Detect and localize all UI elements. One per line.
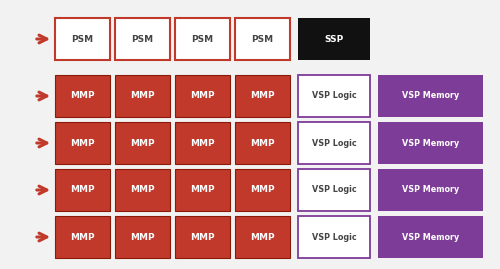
Text: PSM: PSM	[252, 34, 274, 44]
Bar	[235, 75, 290, 117]
Text: MMP: MMP	[190, 139, 215, 147]
Bar	[378, 75, 483, 117]
Text: VSP Logic: VSP Logic	[312, 139, 356, 147]
Bar	[175, 75, 230, 117]
Bar	[115, 122, 170, 164]
Bar	[55, 18, 110, 60]
Text: MMP: MMP	[130, 232, 155, 242]
Text: MMP: MMP	[250, 91, 275, 101]
Bar	[298, 169, 370, 211]
Bar	[298, 75, 370, 117]
Bar	[55, 216, 110, 258]
Text: VSP Memory: VSP Memory	[402, 139, 459, 147]
Text: MMP: MMP	[70, 232, 95, 242]
Bar	[235, 216, 290, 258]
Text: VSP Logic: VSP Logic	[312, 91, 356, 101]
Bar	[175, 122, 230, 164]
Text: VSP Memory: VSP Memory	[402, 91, 459, 101]
Text: VSP Memory: VSP Memory	[402, 232, 459, 242]
Bar	[175, 18, 230, 60]
Text: MMP: MMP	[250, 186, 275, 194]
Bar	[115, 169, 170, 211]
Bar	[298, 18, 370, 60]
Text: VSP Memory: VSP Memory	[402, 186, 459, 194]
Text: PSM: PSM	[132, 34, 154, 44]
Bar	[378, 216, 483, 258]
Text: MMP: MMP	[190, 91, 215, 101]
Bar	[235, 169, 290, 211]
Bar	[115, 18, 170, 60]
Text: MMP: MMP	[130, 186, 155, 194]
Text: SSP: SSP	[324, 34, 344, 44]
Text: MMP: MMP	[130, 139, 155, 147]
Bar	[378, 122, 483, 164]
Text: MMP: MMP	[250, 232, 275, 242]
Text: MMP: MMP	[190, 232, 215, 242]
Text: PSM: PSM	[72, 34, 94, 44]
Bar	[235, 18, 290, 60]
Bar	[378, 169, 483, 211]
Text: MMP: MMP	[70, 91, 95, 101]
Text: MMP: MMP	[250, 139, 275, 147]
Bar	[298, 216, 370, 258]
Bar	[115, 216, 170, 258]
Bar	[55, 122, 110, 164]
Bar	[298, 122, 370, 164]
Text: MMP: MMP	[70, 139, 95, 147]
Bar	[115, 75, 170, 117]
Bar	[235, 122, 290, 164]
Bar	[175, 216, 230, 258]
Bar	[55, 75, 110, 117]
Bar	[55, 169, 110, 211]
Text: VSP Logic: VSP Logic	[312, 186, 356, 194]
Bar	[175, 169, 230, 211]
Text: MMP: MMP	[70, 186, 95, 194]
Text: MMP: MMP	[190, 186, 215, 194]
Text: PSM: PSM	[192, 34, 214, 44]
Text: MMP: MMP	[130, 91, 155, 101]
Text: VSP Logic: VSP Logic	[312, 232, 356, 242]
